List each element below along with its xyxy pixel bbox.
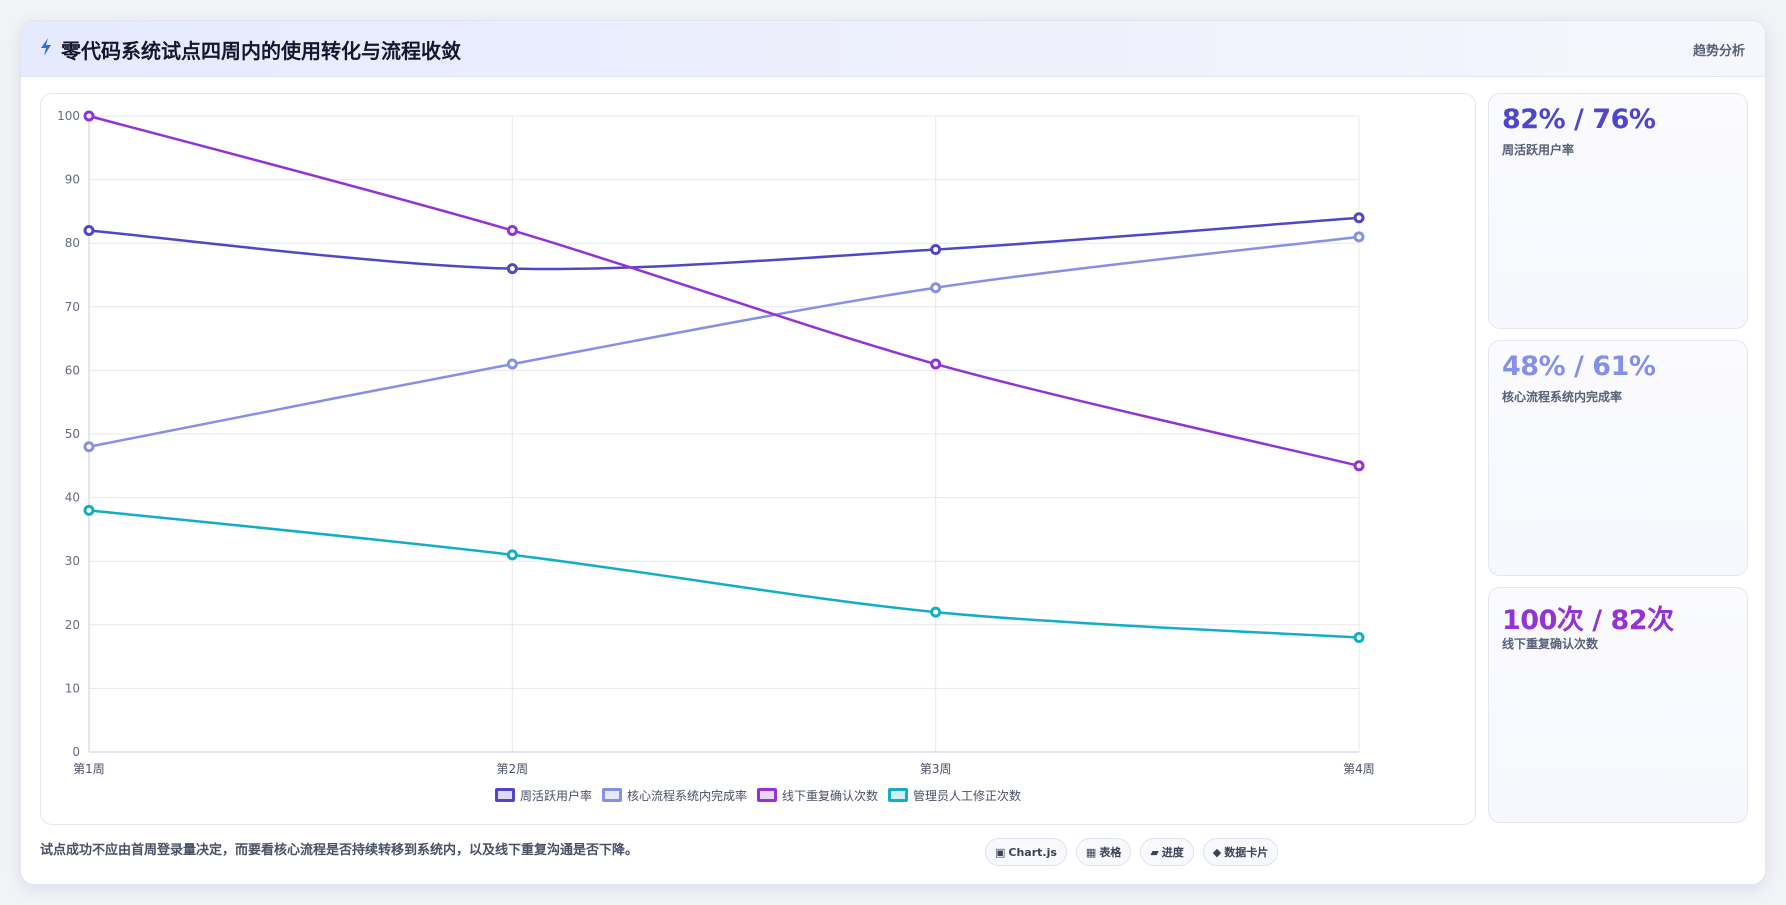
data-point xyxy=(1353,632,1365,644)
table-icon: ▦ xyxy=(1085,845,1097,859)
kpi-value: 82% / 76% xyxy=(1502,104,1656,135)
chip-data-card[interactable]: ◆ 数据卡片 xyxy=(1202,838,1279,866)
chip-table[interactable]: ▦ 表格 xyxy=(1075,838,1132,866)
diamond-icon: ◆ xyxy=(1212,845,1222,859)
data-point xyxy=(506,358,518,370)
line-chart-panel: 0 10 20 30 40 50 60 70 80 90 100 第1周 第2周 第3周 第4周 周活跃用户… xyxy=(40,93,1476,825)
data-point xyxy=(930,282,942,294)
chip-progress[interactable]: ▰ 进度 xyxy=(1140,838,1194,866)
data-point xyxy=(506,549,518,561)
kpi-value: 48% / 61% xyxy=(1502,351,1656,382)
data-point xyxy=(83,110,95,122)
series-line-3 xyxy=(88,509,1360,639)
kpi-card-active-users: 82% / 76% 周活跃用户率 xyxy=(1488,93,1748,329)
y-tick-label: 50 xyxy=(65,427,80,441)
card-header: 零代码系统试点四周内的使用转化与流程收敛 趋势分析 xyxy=(21,21,1765,77)
legend-label: 周活跃用户率 xyxy=(519,788,592,803)
chip-label: 进度 xyxy=(1161,846,1184,859)
data-point xyxy=(506,263,518,275)
legend-swatch xyxy=(601,788,622,802)
legend-swatch xyxy=(494,788,515,802)
page-title: 零代码系统试点四周内的使用转化与流程收敛 xyxy=(61,39,461,63)
data-point xyxy=(83,224,95,236)
chip-chartjs[interactable]: ▣ Chart.js xyxy=(985,838,1067,866)
series-line-0 xyxy=(88,216,1360,271)
y-tick-label: 60 xyxy=(65,363,80,377)
progress-icon: ▰ xyxy=(1150,845,1159,859)
data-point xyxy=(930,606,942,618)
legend-item[interactable]: 管理员人工修正次数 xyxy=(888,785,1021,805)
legend-swatch xyxy=(888,788,909,802)
legend-label: 核心流程系统内完成率 xyxy=(626,788,747,803)
legend-swatch xyxy=(757,788,777,802)
x-tick-label: 第4周 xyxy=(1343,762,1375,776)
lightning-icon xyxy=(41,38,51,56)
line-chart: 0 10 20 30 40 50 60 70 80 90 100 第1周 第2周 第3周 第4周 xyxy=(57,109,1375,776)
chip-label: 数据卡片 xyxy=(1224,846,1269,859)
series-line-1 xyxy=(88,235,1360,448)
chip-label: 表格 xyxy=(1099,846,1122,859)
y-tick-label: 90 xyxy=(65,173,80,187)
chart-legend: 周活跃用户率 核心流程系统内完成率 线下重复确认次数 管理员人工修正次数 xyxy=(41,785,1475,805)
kpi-label: 核心流程系统内完成率 xyxy=(1502,390,1623,404)
kpi-value: 100次 / 82次 xyxy=(1502,605,1674,636)
feature-chips: ▣ Chart.js ▦ 表格 ▰ 进度 ◆ 数据卡片 xyxy=(985,838,1279,866)
data-point xyxy=(506,224,518,236)
y-tick-label: 0 xyxy=(72,745,80,759)
data-point xyxy=(83,504,95,516)
data-point xyxy=(1353,212,1365,224)
data-point xyxy=(930,358,942,370)
legend-item[interactable]: 线下重复确认次数 xyxy=(757,785,878,805)
y-tick-label: 80 xyxy=(65,236,80,250)
data-point xyxy=(1353,231,1365,243)
footer-note: 试点成功不应由首周登录量决定，而要看核心流程是否持续转移到系统内，以及线下重复沟… xyxy=(40,843,639,858)
y-tick-label: 70 xyxy=(65,300,80,314)
kpi-card-offline-confirm: 100次 / 82次 线下重复确认次数 xyxy=(1488,587,1748,823)
data-point xyxy=(83,441,95,453)
trend-analysis-tag[interactable]: 趋势分析 xyxy=(1692,44,1745,59)
y-tick-label: 30 xyxy=(65,554,80,568)
series-line-2 xyxy=(88,114,1360,468)
data-point xyxy=(930,244,942,256)
x-tick-label: 第2周 xyxy=(497,762,529,776)
kpi-card-core-completion: 48% / 61% 核心流程系统内完成率 xyxy=(1488,340,1748,576)
y-tick-label: 100 xyxy=(57,109,80,123)
legend-item[interactable]: 核心流程系统内完成率 xyxy=(601,785,747,805)
y-tick-label: 20 xyxy=(65,618,80,632)
data-point xyxy=(1353,460,1365,472)
y-tick-label: 10 xyxy=(65,681,80,695)
legend-item[interactable]: 周活跃用户率 xyxy=(494,785,592,805)
kpi-label: 线下重复确认次数 xyxy=(1502,637,1599,651)
dashboard-card: 零代码系统试点四周内的使用转化与流程收敛 趋势分析 0 10 20 30 40 50 60 7… xyxy=(20,20,1766,885)
x-tick-label: 第1周 xyxy=(73,762,105,776)
legend-label: 线下重复确认次数 xyxy=(782,788,879,803)
x-tick-label: 第3周 xyxy=(920,762,952,776)
kpi-label: 周活跃用户率 xyxy=(1502,143,1575,157)
chip-label: Chart.js xyxy=(1008,845,1057,859)
chart-icon: ▣ xyxy=(995,845,1006,859)
y-tick-label: 40 xyxy=(65,491,80,505)
legend-label: 管理员人工修正次数 xyxy=(913,788,1022,803)
